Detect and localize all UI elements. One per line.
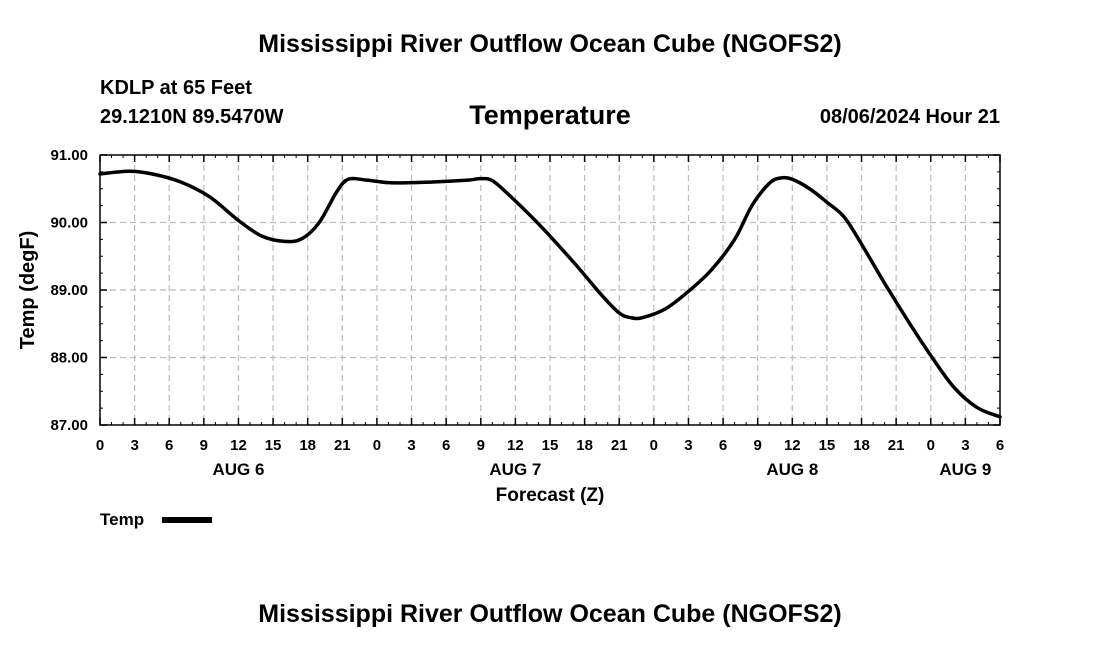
x-tick-label: 6 xyxy=(165,437,173,454)
y-tick-label: 88.00 xyxy=(50,350,88,367)
x-tick-label: 9 xyxy=(754,437,762,454)
y-tick-label: 87.00 xyxy=(50,417,88,434)
x-tick-label: 15 xyxy=(265,437,282,454)
day-label: AUG 8 xyxy=(766,460,818,479)
x-tick-label: 6 xyxy=(442,437,450,454)
x-tick-label: 9 xyxy=(200,437,208,454)
forecast-timestamp: 08/06/2024 Hour 21 xyxy=(819,106,1000,128)
series-line-temp xyxy=(98,169,1002,419)
x-tick-label: 9 xyxy=(477,437,485,454)
x-tick-label: 15 xyxy=(819,437,836,454)
x-tick-label: 18 xyxy=(853,437,870,454)
x-tick-label: 3 xyxy=(407,437,415,454)
x-tick-label: 18 xyxy=(299,437,316,454)
y-tick-label: 91.00 xyxy=(50,147,88,164)
chart-subtitle: Temperature xyxy=(469,100,631,130)
x-tick-label: 15 xyxy=(542,437,559,454)
temperature-chart: 0 3 6 9 12 15 18 21 0 3 6 9 12 15 18 21 0 3 6 9 12 15 18 21 0 3 6 8… xyxy=(17,147,1004,506)
x-tick-label: 21 xyxy=(334,437,351,454)
x-tick-label: 3 xyxy=(961,437,969,454)
legend-line-swatch xyxy=(162,517,212,523)
chart-title: Mississippi River Outflow Ocean Cube (NG… xyxy=(258,30,842,58)
x-tick-label: 21 xyxy=(888,437,905,454)
x-tick-label: 21 xyxy=(611,437,628,454)
station-label: KDLP at 65 Feet xyxy=(100,77,252,99)
x-tick-label: 3 xyxy=(130,437,138,454)
legend-label: Temp xyxy=(100,510,145,529)
day-label: AUG 7 xyxy=(489,460,541,479)
x-axis-title: Forecast (Z) xyxy=(496,485,605,506)
x-tick-label: 18 xyxy=(576,437,593,454)
y-tick-label: 90.00 xyxy=(50,215,88,232)
day-label: AUG 9 xyxy=(939,460,991,479)
station-coordinates: 29.1210N 89.5470W xyxy=(100,106,284,128)
x-tick-label: 0 xyxy=(96,437,104,454)
x-tick-label: 0 xyxy=(927,437,935,454)
x-tick-label: 12 xyxy=(784,437,801,454)
x-tick-label: 0 xyxy=(373,437,381,454)
x-tick-label: 6 xyxy=(719,437,727,454)
x-tick-label: 3 xyxy=(684,437,692,454)
y-axis-title: Temp (degF) xyxy=(17,231,39,350)
x-tick-label: 12 xyxy=(230,437,247,454)
y-tick-label: 89.00 xyxy=(50,282,88,299)
day-label: AUG 6 xyxy=(212,460,264,479)
footer-title: Mississippi River Outflow Ocean Cube (NG… xyxy=(258,600,842,628)
x-tick-label: 6 xyxy=(996,437,1004,454)
x-tick-label: 12 xyxy=(507,437,524,454)
x-tick-label: 0 xyxy=(650,437,658,454)
